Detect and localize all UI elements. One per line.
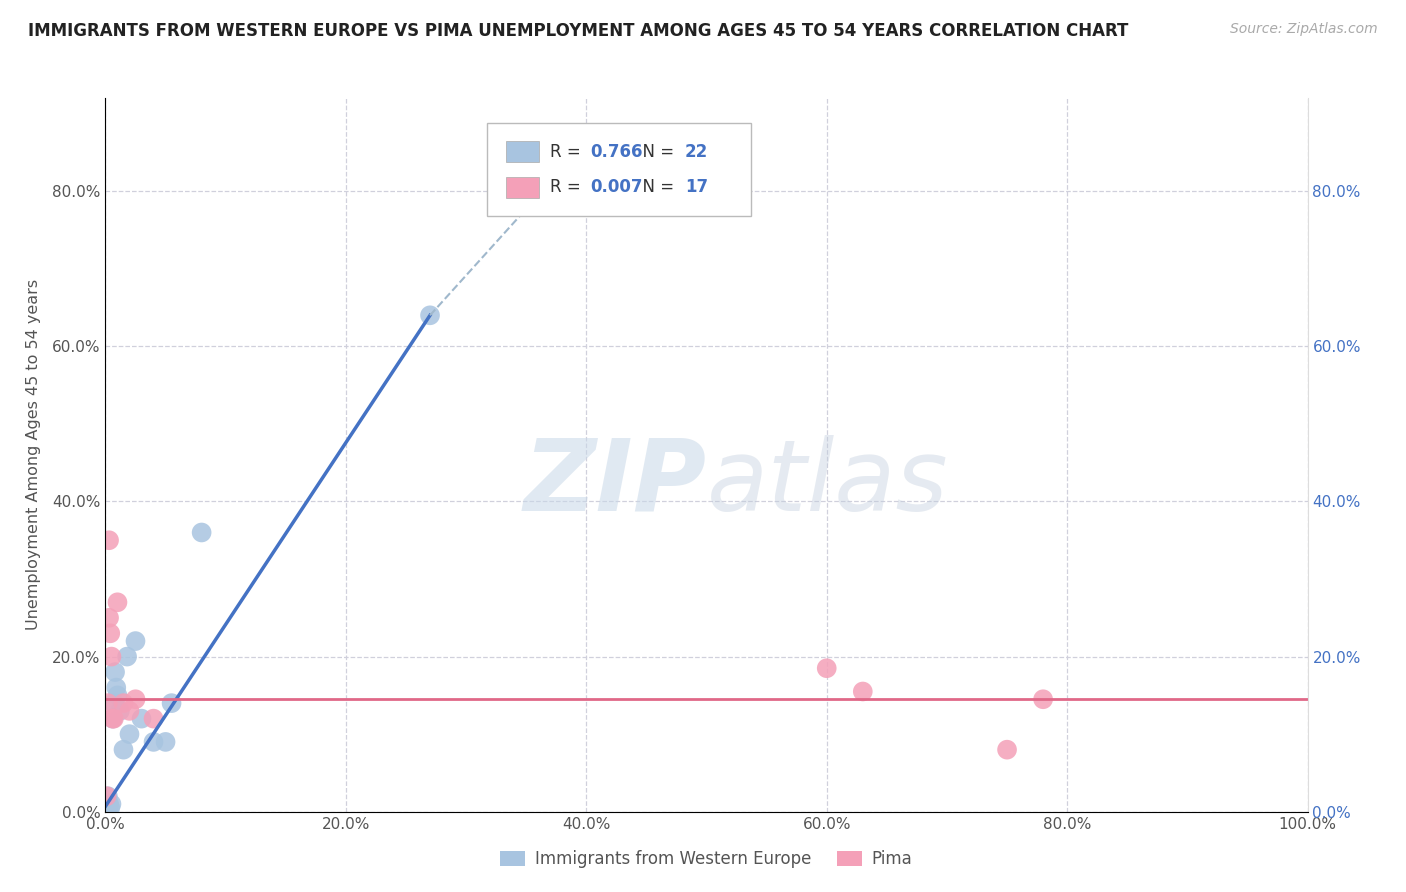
Point <box>103 712 125 726</box>
Point <box>101 712 124 726</box>
Point <box>112 696 135 710</box>
Point <box>815 661 838 675</box>
Point <box>100 797 122 811</box>
Point <box>142 735 165 749</box>
FancyBboxPatch shape <box>506 177 540 198</box>
Text: R =: R = <box>550 178 586 196</box>
Point <box>98 533 121 548</box>
Point <box>104 665 127 679</box>
Point <box>131 712 153 726</box>
Point <box>98 611 121 625</box>
Point <box>112 742 135 756</box>
Text: 0.766: 0.766 <box>591 143 643 161</box>
Point <box>97 696 120 710</box>
Point <box>190 525 212 540</box>
Text: atlas: atlas <box>707 435 948 532</box>
Point <box>107 595 129 609</box>
Point <box>118 704 141 718</box>
Point <box>98 797 121 811</box>
Point <box>124 692 146 706</box>
Point <box>97 801 120 815</box>
Point <box>118 727 141 741</box>
Point <box>97 789 120 804</box>
Point <box>98 801 121 815</box>
Text: 0.007: 0.007 <box>591 178 643 196</box>
Text: N =: N = <box>631 143 679 161</box>
Text: R =: R = <box>550 143 586 161</box>
Point <box>419 308 441 322</box>
Text: N =: N = <box>631 178 679 196</box>
Point <box>124 634 146 648</box>
Point <box>105 681 128 695</box>
Point <box>142 712 165 726</box>
Point <box>852 684 875 698</box>
Point <box>108 704 131 718</box>
Point <box>96 789 118 804</box>
FancyBboxPatch shape <box>486 123 751 216</box>
Text: 22: 22 <box>685 143 709 161</box>
Text: 17: 17 <box>685 178 709 196</box>
Point <box>1032 692 1054 706</box>
Point <box>98 626 121 640</box>
Text: Source: ZipAtlas.com: Source: ZipAtlas.com <box>1230 22 1378 37</box>
Point <box>995 742 1018 756</box>
Legend: Immigrants from Western Europe, Pima: Immigrants from Western Europe, Pima <box>494 844 920 875</box>
Point <box>96 801 118 815</box>
Y-axis label: Unemployment Among Ages 45 to 54 years: Unemployment Among Ages 45 to 54 years <box>25 279 41 631</box>
Point <box>155 735 177 749</box>
Point <box>101 712 124 726</box>
Point <box>100 649 122 664</box>
Point <box>115 649 138 664</box>
FancyBboxPatch shape <box>506 141 540 162</box>
Text: ZIP: ZIP <box>523 435 707 532</box>
Point <box>160 696 183 710</box>
Point <box>103 696 125 710</box>
Point <box>107 689 129 703</box>
Text: IMMIGRANTS FROM WESTERN EUROPE VS PIMA UNEMPLOYMENT AMONG AGES 45 TO 54 YEARS CO: IMMIGRANTS FROM WESTERN EUROPE VS PIMA U… <box>28 22 1129 40</box>
